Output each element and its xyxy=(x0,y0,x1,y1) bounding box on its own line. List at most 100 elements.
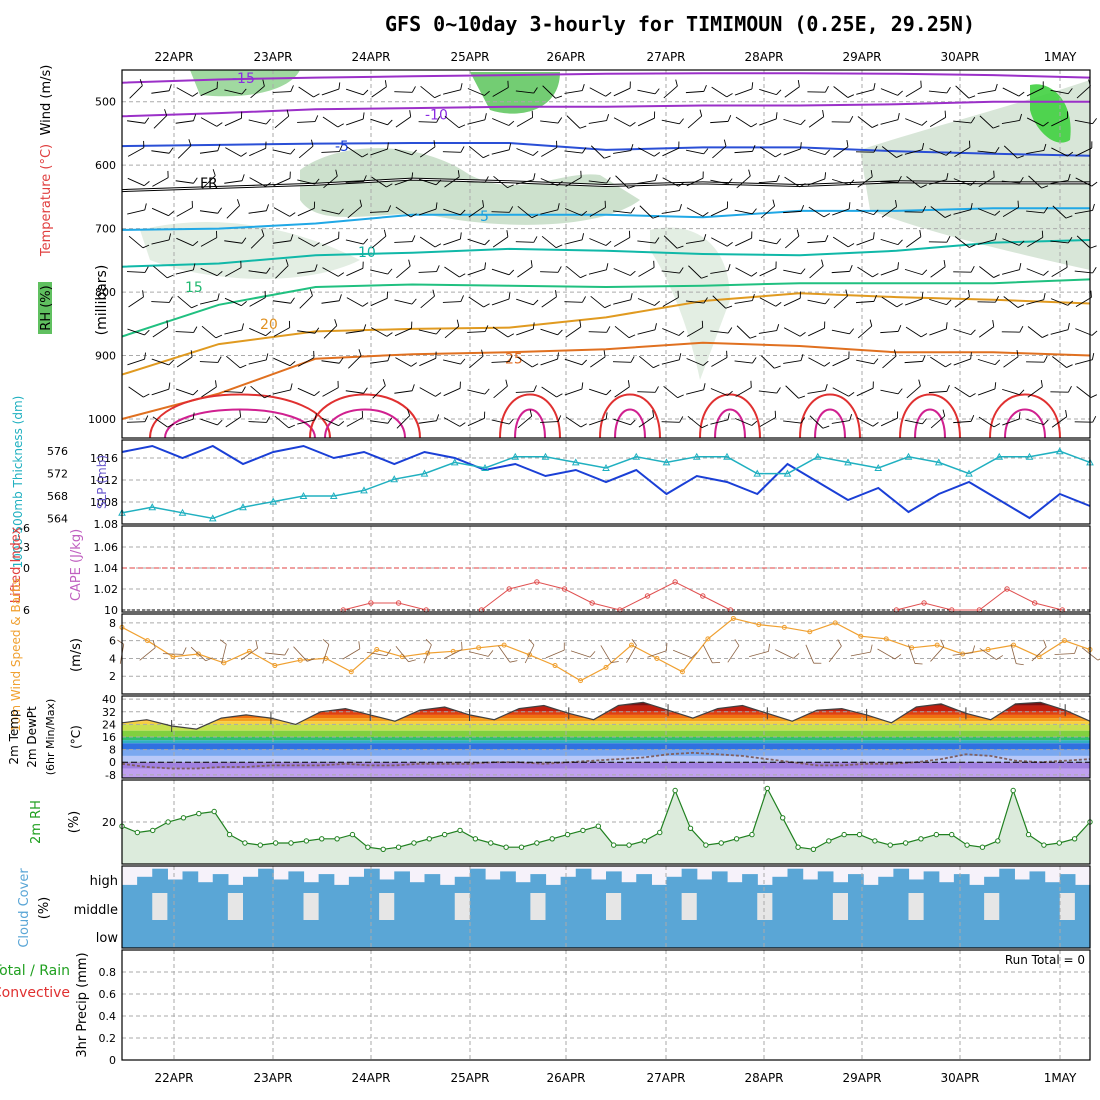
wind-barb-flag xyxy=(579,125,587,129)
cloud-high-bar xyxy=(500,871,516,893)
wind-barb-flag xyxy=(387,119,393,126)
wind-barb-flag xyxy=(1018,240,1025,246)
wind-barb-flag xyxy=(726,93,733,98)
wind-barb xyxy=(734,208,757,215)
wind-barb-flag xyxy=(994,210,1001,216)
wind-barb xyxy=(735,380,752,397)
wind-barb xyxy=(856,358,879,365)
wind-barb xyxy=(200,117,223,127)
wind-barb xyxy=(613,81,631,97)
wind-barb-staff xyxy=(637,391,656,393)
wind-barb-staff xyxy=(612,361,632,363)
wind-barb-10m xyxy=(190,646,213,662)
wind-barb-staff xyxy=(240,647,258,661)
rh-marker xyxy=(872,838,878,844)
wind-barb xyxy=(783,417,806,424)
wind-barb xyxy=(347,199,363,219)
wind-barb-flag xyxy=(266,267,271,274)
wind-barb-flag xyxy=(800,205,805,212)
warm-contour xyxy=(1004,408,1046,439)
wind-barb-staff xyxy=(248,359,267,365)
wind-barb-flag xyxy=(837,639,842,647)
precip-tick-label: 0.8 xyxy=(99,966,117,979)
wind-barb-staff xyxy=(201,325,217,339)
wind-barb-flag xyxy=(750,123,758,128)
lifted-index-marker xyxy=(534,579,540,585)
wind-barb-staff xyxy=(637,117,655,127)
wind-barb-flag xyxy=(1092,203,1095,211)
cloud-middle-bar xyxy=(666,893,683,920)
isotherm-fr-inner xyxy=(121,178,1090,192)
wind-barb xyxy=(297,413,317,425)
wind-axis-label: Wind (m/s) xyxy=(39,65,54,136)
wind-barb-staff xyxy=(225,267,242,277)
wind-barb-staff xyxy=(175,269,194,275)
lifted-index-line xyxy=(481,581,731,611)
wind-barb-staff xyxy=(199,210,218,214)
wind-barb-flag xyxy=(772,199,776,207)
wind-barb-flag xyxy=(896,154,903,158)
wind-barb xyxy=(1075,141,1093,157)
wind-barb xyxy=(662,328,685,336)
cloud-low-bar xyxy=(318,920,335,948)
wind-barb-flag xyxy=(897,262,899,269)
rh-area xyxy=(122,788,1090,864)
wind-barb-flag xyxy=(676,245,684,249)
wind-barb-flag xyxy=(945,150,952,156)
wind-barb-10m xyxy=(322,639,330,664)
wind-barb-flag xyxy=(748,169,751,177)
wind-barb-staff xyxy=(249,297,266,307)
thickness-marker xyxy=(481,463,489,471)
wind-barb xyxy=(1003,350,1019,368)
date-label-top: 22APR xyxy=(154,50,193,64)
wind-barb xyxy=(323,169,338,189)
wind-barb-flag xyxy=(1067,323,1070,330)
wind-barb xyxy=(783,142,802,156)
thickness-marker xyxy=(995,452,1004,460)
wind-barb-staff xyxy=(419,387,436,397)
rh-marker xyxy=(226,831,233,838)
wind-barb-staff xyxy=(929,148,947,156)
wind-barb xyxy=(564,296,586,303)
wind-barb xyxy=(831,265,853,274)
wind-barb-flag xyxy=(555,290,557,297)
cloud-low-bar xyxy=(681,920,698,948)
wind-barb xyxy=(686,358,709,366)
wind-barb-staff xyxy=(637,329,656,335)
wind-barb-flag xyxy=(824,172,827,179)
wind-barb xyxy=(128,235,150,249)
wind-barb-staff xyxy=(856,238,874,246)
wind-barb-staff xyxy=(712,295,726,309)
wind-barb xyxy=(734,82,754,96)
wind-barb-flag xyxy=(338,357,344,364)
wind-barb xyxy=(395,206,417,218)
wind-barb xyxy=(783,327,806,337)
wind-barb xyxy=(857,170,873,188)
wind-barb-staff xyxy=(1027,326,1043,338)
wind-barb-flag xyxy=(436,265,440,272)
wind-barb-10m xyxy=(1010,644,1024,666)
wind-barb-flag xyxy=(921,120,928,126)
cloud-high-bar xyxy=(651,884,668,893)
wind-barb-flag xyxy=(798,395,806,399)
rh-marker xyxy=(180,815,187,821)
wind-barb-staff xyxy=(394,390,413,394)
wind-barb-staff xyxy=(614,386,630,398)
wind-barb-staff xyxy=(322,116,339,128)
lifted-index-marker xyxy=(506,586,512,592)
wind-barb-flag xyxy=(920,184,927,188)
wind-barb xyxy=(711,237,733,247)
cloud-middle-bar xyxy=(333,893,350,920)
wind-barb xyxy=(588,114,610,124)
wind-barb-staff xyxy=(176,207,193,217)
isotherm-10 xyxy=(121,239,1091,268)
wind-barb-staff xyxy=(418,121,437,123)
wind-barb xyxy=(540,415,562,423)
warm-contour xyxy=(799,393,861,439)
wind-barb-flag xyxy=(921,143,925,150)
wind-barb-staff xyxy=(371,235,387,249)
wind-barb-staff xyxy=(321,151,340,153)
lifted-index-marker xyxy=(368,600,374,606)
wind-barb-staff xyxy=(662,328,680,336)
wind-barb-staff xyxy=(735,418,752,426)
